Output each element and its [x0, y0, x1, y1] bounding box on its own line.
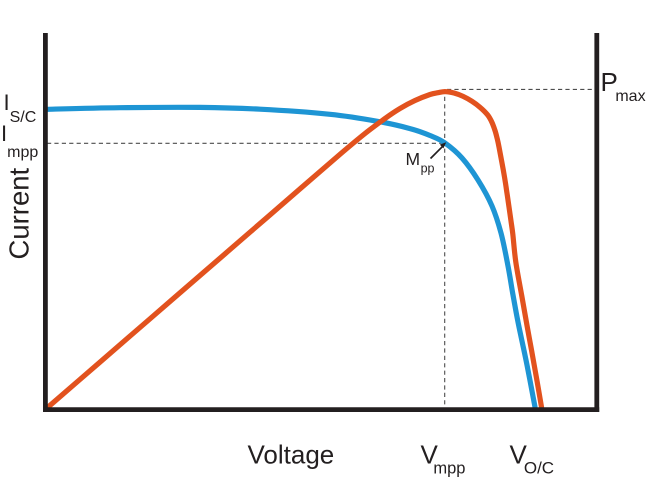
svg-text:Voltage: Voltage — [248, 440, 335, 470]
svg-text:Current: Current — [4, 167, 35, 259]
